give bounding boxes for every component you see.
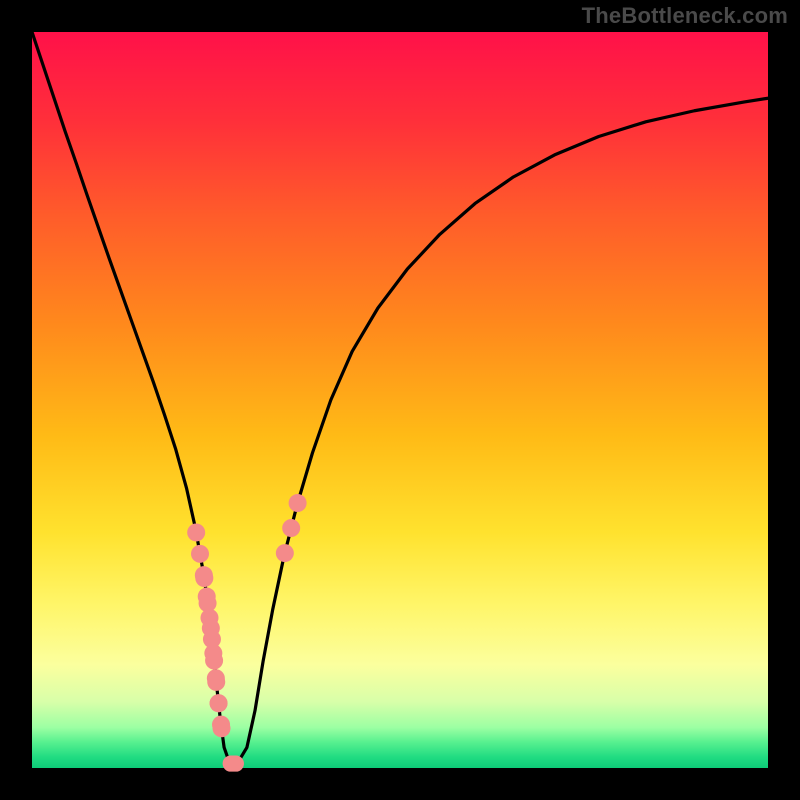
curve-svg — [32, 32, 768, 768]
bottleneck-curve — [32, 32, 768, 762]
bottom-bridge-marker — [223, 755, 244, 771]
marker-dot — [202, 619, 220, 637]
marker-dot — [191, 545, 209, 563]
marker-dot — [195, 569, 213, 587]
marker-dot — [204, 644, 222, 662]
marker-dot — [210, 694, 228, 712]
watermark-text: TheBottleneck.com — [582, 3, 788, 29]
chart-container: TheBottleneck.com — [0, 0, 800, 800]
marker-dot — [207, 669, 225, 687]
marker-dot — [199, 594, 217, 612]
plot-area — [32, 32, 768, 768]
marker-dot — [213, 719, 231, 737]
marker-dot — [187, 523, 205, 541]
marker-dot — [289, 494, 307, 512]
marker-dot — [282, 519, 300, 537]
marker-dot — [276, 544, 294, 562]
marker-group — [187, 494, 306, 737]
